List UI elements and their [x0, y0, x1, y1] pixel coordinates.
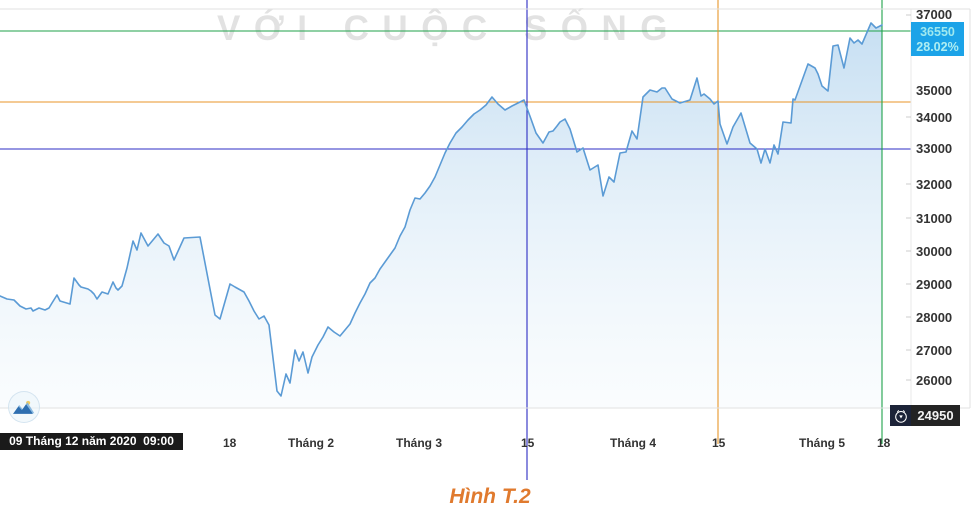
- svg-text:VỚI CUỘC SỐNG: VỚI CUỘC SỐNG: [217, 8, 681, 48]
